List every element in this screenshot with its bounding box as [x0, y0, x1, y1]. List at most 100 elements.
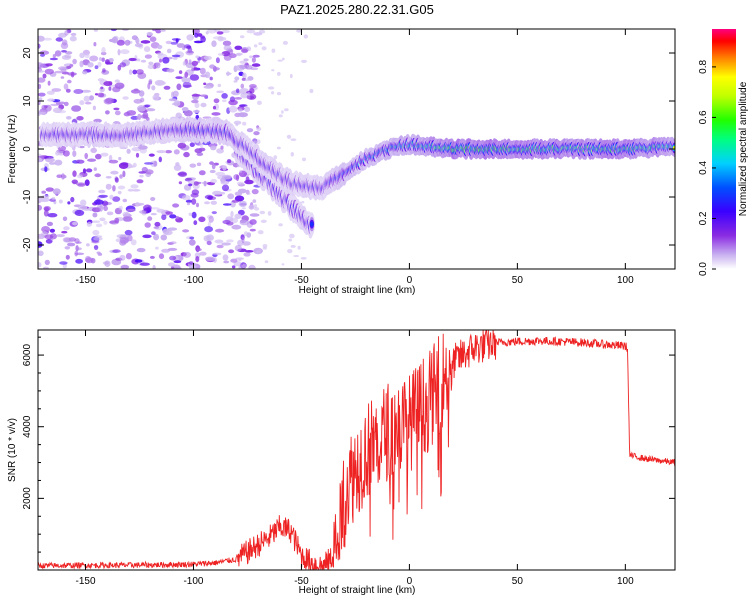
spectrogram-noise-cell — [140, 59, 147, 63]
spectrogram-noise-cell — [65, 51, 73, 55]
spectrogram-noise-cell — [176, 43, 185, 48]
spectrogram-noise-cell — [103, 205, 108, 212]
spectrogram-noise-cell — [133, 88, 139, 92]
spectrogram-noise-cell — [216, 90, 225, 94]
spectrogram-noise-cell — [55, 37, 63, 42]
spectrogram-noise-cell — [196, 152, 204, 157]
spectrogram-noise-cell — [105, 97, 115, 104]
spectrogram-noise-cell — [91, 220, 101, 223]
spectrogram-noise-cell — [251, 57, 256, 63]
spectrogram-noise-cell — [187, 77, 191, 83]
spectrogram-noise-cell — [87, 158, 97, 162]
spectrogram-noise-cell — [83, 95, 91, 102]
spectrogram-noise-cell — [189, 142, 195, 147]
spectrogram-noise-cell — [72, 58, 77, 65]
spectrogram-noise-cell — [47, 98, 55, 102]
spectrogram-noise-cell — [161, 212, 166, 215]
spectrogram-noise-cell — [168, 98, 177, 102]
spectrogram-noise-cell — [288, 238, 293, 242]
colorbar-tick-label: 0.0 — [698, 262, 709, 276]
spectrogram-noise-cell — [112, 86, 121, 93]
spectrogram-noise-cell — [192, 29, 200, 35]
spectrogram-noise-cell — [147, 64, 155, 70]
spectrogram-noise-cell — [238, 198, 243, 202]
colorbar-tick-label: 0.4 — [698, 161, 709, 175]
spectrogram-noise-cell — [149, 255, 155, 259]
spectrogram-noise-cell — [221, 242, 232, 246]
spectrogram-noise-cell — [67, 201, 71, 205]
spectrogram-noise-cell — [242, 121, 247, 126]
spectrogram-noise-cell — [148, 61, 154, 66]
spectrogram-noise-cell — [132, 162, 137, 168]
spectrogram-noise-cell — [267, 86, 275, 90]
spectrogram-noise-cell — [228, 249, 235, 254]
snr-x-tick-label: -150 — [75, 576, 95, 587]
spectrogram-noise-cell — [161, 214, 167, 221]
spectrogram-noise-cell — [143, 204, 152, 212]
spectrogram-noise-cell — [290, 244, 296, 248]
spectrogram-noise-cell — [98, 57, 102, 61]
spectrogram-noise-cell — [140, 114, 148, 119]
spectrogram-noise-cell — [165, 150, 172, 154]
spectrogram-noise-cell — [56, 234, 65, 238]
spectrogram-noise-cell — [93, 167, 98, 172]
spectrogram-noise-cell — [252, 199, 257, 204]
snr-y-label: SNR (10 * v/v) — [7, 418, 18, 482]
spectrogram-noise-cell — [185, 50, 194, 56]
spectrogram-noise-cell — [122, 216, 133, 222]
spectrogram-noise-cell — [243, 252, 251, 257]
spectrogram-noise-cell — [153, 226, 160, 229]
spectrogram-noise-cell — [235, 174, 240, 182]
spectrogram-noise-cell — [212, 190, 223, 196]
spectrogram-noise-cell — [247, 92, 251, 96]
spectrogram-noise-cell — [162, 228, 170, 235]
snr-y-tick-label: 6000 — [22, 344, 33, 367]
spectrogram-noise-cell — [87, 62, 94, 68]
spectrogram-noise-cell — [193, 181, 199, 186]
spectrogram-noise-cell — [222, 99, 227, 103]
spectrogram-noise-cell — [136, 58, 141, 62]
spectrogram-noise-cell — [118, 156, 122, 161]
spectrogram-noise-cell — [158, 156, 162, 163]
spectrogram-noise-cell — [126, 208, 136, 212]
spectrogram-noise-cell — [250, 67, 259, 71]
spectrogram-noise-cell — [105, 110, 110, 115]
spectrogram-noise-cell — [234, 213, 242, 220]
spectrogram-noise-cell — [105, 176, 112, 179]
spectrogram-noise-cell — [50, 103, 59, 107]
spectrogram-noise-cell — [221, 184, 230, 192]
spectrogram-noise-cell — [235, 123, 239, 127]
spectrogram-noise-cell — [102, 261, 109, 265]
spectrogram-noise-cell — [234, 45, 243, 50]
spectrogram-noise-cell — [226, 239, 234, 243]
spectrogram-noise-cell — [75, 245, 79, 252]
spectrogram-noise-cell — [90, 147, 97, 154]
spectrogram-noise-cell — [142, 234, 152, 239]
spectrogram-noise-cell — [121, 162, 129, 166]
spectrogram-noise-cell — [58, 66, 68, 71]
spectrogram-noise-cell — [262, 244, 268, 248]
spectrogram-noise-cell — [191, 189, 200, 196]
spectrogram-noise-cell — [149, 207, 160, 210]
spectrogram-noise-cell — [242, 72, 246, 78]
spectrogram-noise-cell — [183, 251, 191, 258]
spectrogram-noise-cell — [221, 93, 228, 99]
spectrogram-noise-cell — [98, 189, 106, 194]
spectrogram-noise-cell — [49, 228, 56, 233]
spectrogram-noise-cell — [189, 265, 197, 269]
spectrogram-noise-cell — [38, 204, 42, 211]
spectrogram-noise-cell — [70, 32, 77, 36]
spectrogram-noise-cell — [191, 198, 197, 205]
spectrogram-noise-cell — [247, 192, 251, 195]
colorbar-tick-label: 0.6 — [698, 110, 709, 124]
spectrogram-noise-cell — [217, 83, 222, 88]
snr-panel: -150 -100 -50 0 50 100 2000 4000 6000 Height of… — [7, 329, 676, 596]
spectrogram-noise-cell — [178, 181, 183, 185]
snr-frame — [37, 329, 676, 571]
spectrogram-noise-cell — [132, 189, 141, 192]
spectrogram-noise-cell — [41, 190, 46, 194]
spectrogram-noise-cell — [70, 71, 75, 78]
spectrogram-noise-cell — [150, 212, 157, 216]
spectrogram-noise-cell — [112, 249, 121, 253]
